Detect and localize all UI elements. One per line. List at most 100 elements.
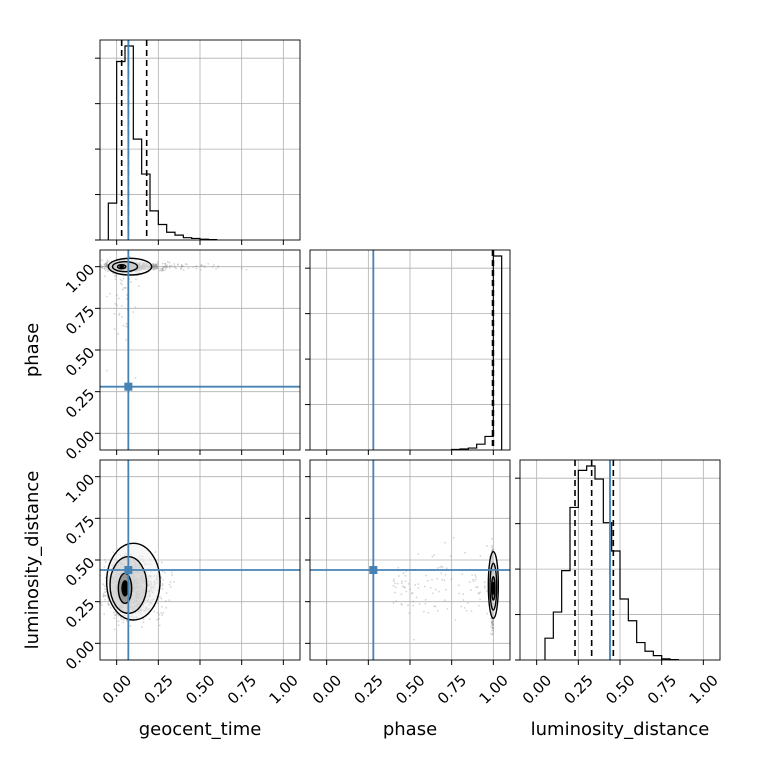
sample-point — [168, 265, 171, 267]
sample-point — [161, 582, 164, 585]
sample-point — [159, 267, 162, 270]
sample-point — [492, 623, 494, 626]
sample-point — [479, 598, 481, 601]
sample-point — [157, 264, 159, 267]
sample-point — [103, 263, 106, 265]
sample-point — [106, 263, 109, 266]
sample-point — [156, 265, 159, 268]
sample-point — [103, 613, 106, 615]
sample-point — [444, 588, 447, 591]
sample-point — [407, 582, 410, 585]
sample-point — [400, 602, 403, 605]
sample-point — [177, 263, 179, 265]
y-tick-label: 1.00 — [62, 470, 98, 506]
sample-point — [122, 324, 125, 327]
sample-point — [100, 265, 102, 268]
sample-point — [122, 277, 125, 280]
sample-point — [436, 609, 439, 612]
sample-point — [119, 278, 122, 281]
sample-point — [121, 288, 124, 291]
sample-point — [392, 578, 395, 581]
sample-point — [403, 586, 406, 589]
sample-point — [431, 578, 433, 581]
sample-point — [396, 582, 399, 585]
sample-point — [156, 611, 159, 614]
y-axis-label-luminosity_distance: luminosity_distance — [22, 471, 43, 650]
sample-point — [152, 263, 155, 265]
sample-point — [491, 621, 494, 624]
sample-point — [101, 259, 104, 262]
sample-point — [457, 584, 460, 587]
sample-point — [490, 625, 492, 628]
histogram-panel-phase — [305, 249, 511, 455]
sample-point — [112, 611, 115, 614]
sample-point — [121, 283, 123, 286]
sample-point — [161, 605, 163, 608]
sample-point — [113, 617, 116, 620]
sample-point — [424, 602, 427, 605]
sample-point — [407, 604, 409, 607]
sample-point — [155, 264, 158, 266]
sample-point — [103, 267, 106, 270]
sample-point — [423, 585, 426, 588]
sample-point — [412, 600, 415, 603]
sample-point — [104, 595, 106, 597]
sample-point — [163, 571, 166, 574]
sample-point — [152, 265, 155, 268]
sample-point — [491, 624, 494, 627]
sample-point — [491, 549, 493, 552]
sample-point — [155, 266, 158, 269]
sample-point — [180, 264, 183, 266]
sample-point — [434, 605, 437, 608]
sample-point — [401, 580, 403, 583]
sample-point — [182, 265, 185, 268]
sample-point — [173, 263, 175, 265]
density-core — [119, 264, 124, 269]
sample-point — [491, 627, 494, 629]
sample-point — [130, 281, 132, 283]
sample-point — [424, 598, 427, 601]
sample-point — [424, 574, 427, 577]
sample-point — [114, 278, 117, 281]
sample-point — [180, 265, 183, 268]
sample-point — [486, 612, 489, 615]
sample-point — [103, 265, 106, 268]
x-tick-label: 0.00 — [309, 671, 345, 707]
histogram-panel-luminosity_distance: 0.00 0.25 0.50 0.75 1.00 — [515, 459, 722, 708]
sample-point — [175, 267, 177, 270]
sample-point — [102, 583, 105, 586]
sample-point — [155, 267, 157, 270]
sample-point — [169, 265, 172, 268]
sample-point — [491, 620, 494, 623]
sample-point — [461, 573, 464, 575]
sample-point — [433, 605, 436, 608]
sample-point — [440, 565, 443, 568]
sample-point — [492, 548, 494, 551]
sample-point — [154, 265, 156, 268]
sample-point — [402, 572, 405, 575]
sample-point — [429, 586, 432, 589]
sample-point — [160, 597, 163, 600]
sample-point — [152, 263, 154, 265]
sample-point — [426, 579, 429, 582]
x-tick-label: 0.00 — [99, 671, 135, 707]
sample-point — [404, 580, 407, 583]
sample-point — [491, 633, 494, 636]
sample-point — [112, 551, 115, 554]
sample-point — [115, 294, 118, 297]
sample-point — [200, 264, 203, 266]
sample-point — [106, 268, 108, 271]
sample-point — [165, 592, 168, 594]
sample-point — [152, 266, 155, 269]
x-tick-label: 0.00 — [519, 671, 555, 707]
scatter-panel-geocent_time-phase: 0.00 0.25 0.50 0.75 1.00 — [62, 249, 301, 463]
sample-point — [452, 536, 455, 539]
sample-point — [436, 567, 439, 569]
x-tick-label: 0.25 — [141, 671, 177, 707]
sample-point — [449, 555, 452, 558]
sample-point — [392, 585, 395, 587]
sample-point — [431, 592, 434, 595]
sample-point — [100, 266, 103, 269]
sample-point — [117, 614, 120, 617]
sample-point — [479, 591, 482, 594]
